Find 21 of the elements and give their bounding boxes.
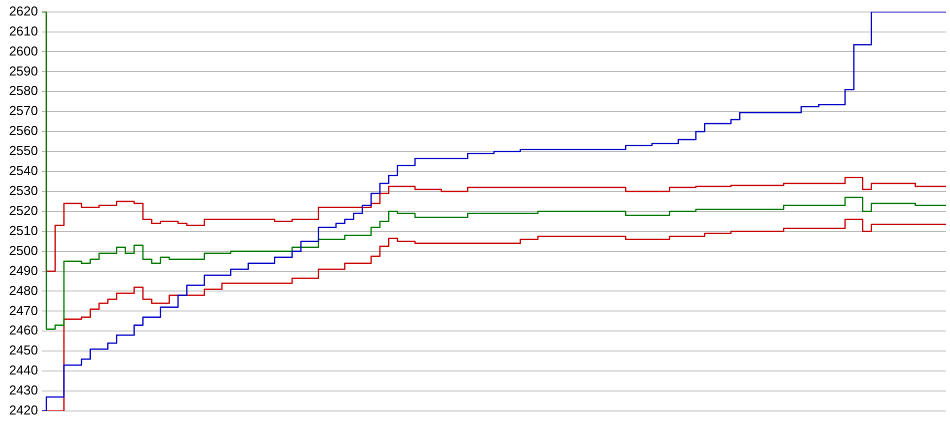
y-tick-label: 2580 <box>9 83 38 98</box>
y-tick-label: 2480 <box>9 282 38 298</box>
y-tick-label: 2600 <box>9 43 38 58</box>
y-tick-label: 2420 <box>9 402 38 418</box>
y-tick-label: 2510 <box>9 222 38 238</box>
y-tick-label: 2620 <box>9 3 38 18</box>
y-tick-label: 2540 <box>9 163 38 178</box>
y-tick-label: 2610 <box>9 23 38 38</box>
y-tick-label: 2440 <box>9 362 38 378</box>
y-tick-label: 2560 <box>9 123 38 138</box>
y-tick-label: 2590 <box>9 63 38 78</box>
y-tick-label: 2500 <box>9 242 38 258</box>
y-tick-label: 2550 <box>9 143 38 158</box>
y-tick-label: 2470 <box>9 302 38 318</box>
y-tick-label: 2530 <box>9 183 38 198</box>
y-tick-label: 2570 <box>9 103 38 118</box>
y-tick-label: 2460 <box>9 322 38 338</box>
y-tick-label: 2430 <box>9 382 38 398</box>
y-tick-label: 2520 <box>9 202 38 218</box>
y-tick-label: 2450 <box>9 342 38 358</box>
y-tick-label: 2490 <box>9 262 38 278</box>
